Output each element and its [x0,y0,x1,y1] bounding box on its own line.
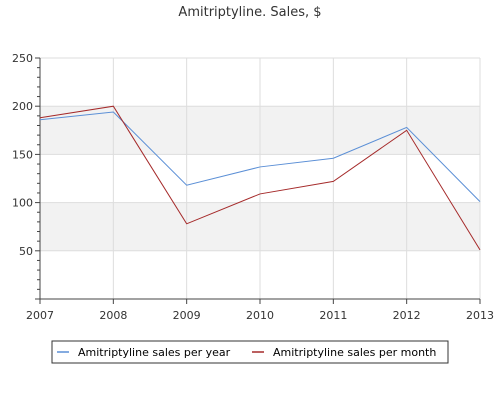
series-line-1 [39,111,481,202]
legend-box [51,340,449,364]
y-tick-label-250: 250 [12,52,33,65]
plot-area: 50 100 150 200 250 2007 2008 2009 2010 2011 2012 20… [12,52,494,322]
x-tick-label-2008: 2008 [99,309,127,322]
y-tick-label-150: 150 [12,148,33,161]
series-line-2 [39,105,481,251]
x-tick-label-2007: 2007 [26,309,54,322]
y-tick-label-100: 100 [12,197,33,210]
x-tick-label-2009: 2009 [173,309,201,322]
x-tick-label-2011: 2011 [319,309,347,322]
legend-label-1: Amitriptyline sales per year [78,346,231,359]
x-tick-label-2010: 2010 [246,309,274,322]
x-tick-label-2013: 2013 [466,309,494,322]
y-tick-label-200: 200 [12,100,33,113]
legend-label-2: Amitriptyline sales per month [273,346,436,359]
legend: Amitriptyline sales per year Amitriptylin… [51,340,449,364]
y-tick-label-50: 50 [19,245,33,258]
chart-title: Amitriptyline. Sales, $ [178,5,321,20]
x-tick-label-2012: 2012 [393,309,421,322]
